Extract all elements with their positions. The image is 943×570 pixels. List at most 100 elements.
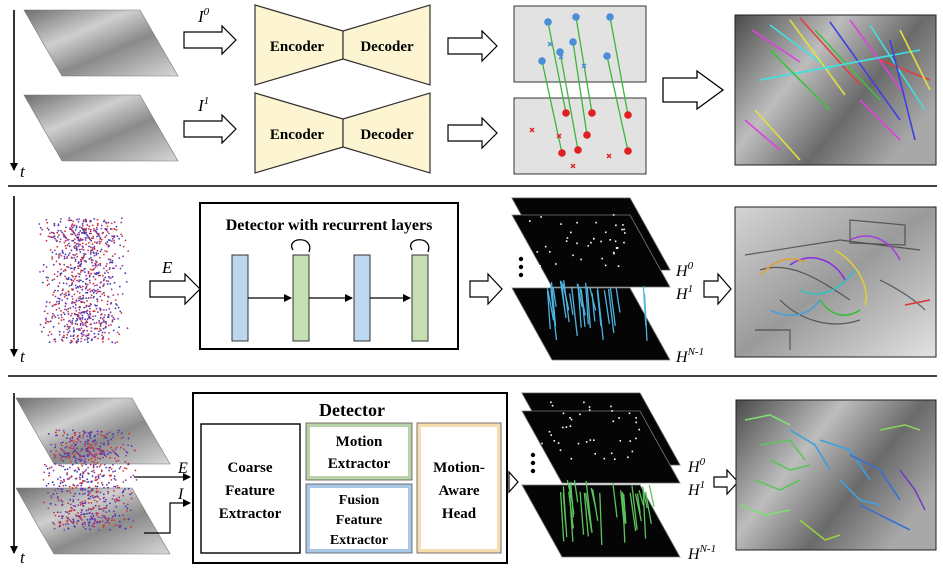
event-point	[77, 220, 80, 223]
event-point	[87, 486, 90, 489]
event-point	[99, 491, 102, 494]
event-point	[84, 444, 86, 446]
event-point	[105, 484, 108, 486]
event-point	[96, 271, 98, 274]
event-point	[108, 522, 110, 525]
event-point	[65, 452, 68, 455]
event-point	[106, 300, 109, 303]
input-frame-1	[15, 487, 171, 555]
hollow-arrow-icon	[183, 113, 237, 145]
event-point	[87, 466, 89, 469]
heatmap-track	[559, 492, 565, 542]
event-point	[69, 228, 71, 231]
event-point	[114, 457, 116, 460]
event-point	[65, 292, 67, 295]
event-point	[90, 239, 93, 242]
event-point	[45, 266, 48, 268]
event-point	[94, 477, 97, 479]
event-point	[62, 429, 65, 432]
event-point	[88, 492, 90, 495]
event-point	[105, 309, 108, 311]
heatmap-track	[591, 489, 599, 521]
event-point	[102, 340, 104, 343]
event-point	[110, 468, 113, 470]
event-point	[72, 239, 75, 242]
event-point	[83, 521, 86, 524]
heatmap-label-n: HN-1	[687, 543, 716, 563]
event-point	[127, 437, 130, 440]
event-point	[96, 512, 99, 515]
event-point	[69, 437, 72, 440]
event-point	[130, 526, 132, 529]
event-point	[117, 486, 119, 489]
event-point	[94, 518, 96, 520]
event-point	[62, 270, 65, 272]
event-point	[119, 267, 122, 270]
event-point	[84, 338, 86, 341]
event-point	[93, 227, 95, 230]
event-point	[72, 499, 75, 501]
event-point	[75, 477, 78, 480]
event-point	[73, 238, 76, 241]
event-point	[121, 217, 123, 220]
event-point	[56, 492, 58, 495]
event-point	[77, 262, 80, 265]
event-point	[124, 239, 127, 242]
event-point	[96, 261, 98, 264]
event-point	[96, 284, 98, 287]
event-point	[58, 234, 60, 237]
heatmap-label-1: H1	[687, 479, 705, 499]
event-point	[77, 498, 80, 501]
event-point	[59, 240, 61, 243]
event-point	[133, 449, 136, 452]
event-point	[74, 434, 76, 437]
event-point	[71, 521, 73, 524]
event-point	[49, 235, 51, 238]
heatmap-point	[595, 221, 597, 224]
event-point	[89, 251, 92, 254]
event-point	[93, 254, 96, 257]
event-point	[103, 267, 105, 270]
event-point	[104, 500, 107, 503]
event-point	[99, 286, 101, 289]
event-point	[72, 305, 75, 308]
event-point	[72, 451, 75, 453]
event-point	[101, 450, 104, 453]
event-point	[55, 434, 57, 437]
event-point	[60, 313, 63, 316]
event-point	[70, 314, 72, 317]
heatmap-track	[642, 487, 647, 539]
event-point	[54, 289, 56, 292]
event-point	[83, 432, 86, 435]
event-point	[72, 327, 75, 329]
event-point	[86, 329, 89, 332]
event-point	[66, 511, 69, 514]
event-point	[109, 311, 112, 314]
event-point	[95, 512, 98, 515]
event-point	[84, 271, 86, 273]
event-point	[43, 471, 45, 474]
event-point	[66, 454, 69, 457]
event-point	[87, 337, 90, 339]
event-point	[101, 516, 103, 519]
heatmap-point	[629, 440, 631, 442]
event-point	[125, 467, 128, 470]
event-point	[71, 257, 73, 259]
event-point	[83, 301, 86, 304]
event-point	[89, 228, 92, 231]
event-point	[84, 267, 86, 270]
event-point	[114, 501, 117, 503]
event-point	[53, 273, 56, 276]
heatmap-point	[622, 224, 624, 226]
event-point	[85, 449, 88, 452]
event-point	[63, 480, 66, 483]
image-input-label: I	[177, 486, 184, 503]
event-point	[54, 237, 56, 240]
event-point	[108, 307, 111, 310]
event-point	[88, 445, 91, 448]
event-point	[92, 315, 95, 318]
event-point	[106, 453, 109, 455]
heatmap-point	[565, 426, 568, 428]
heatmap-track	[631, 485, 638, 530]
event-point	[71, 507, 73, 510]
